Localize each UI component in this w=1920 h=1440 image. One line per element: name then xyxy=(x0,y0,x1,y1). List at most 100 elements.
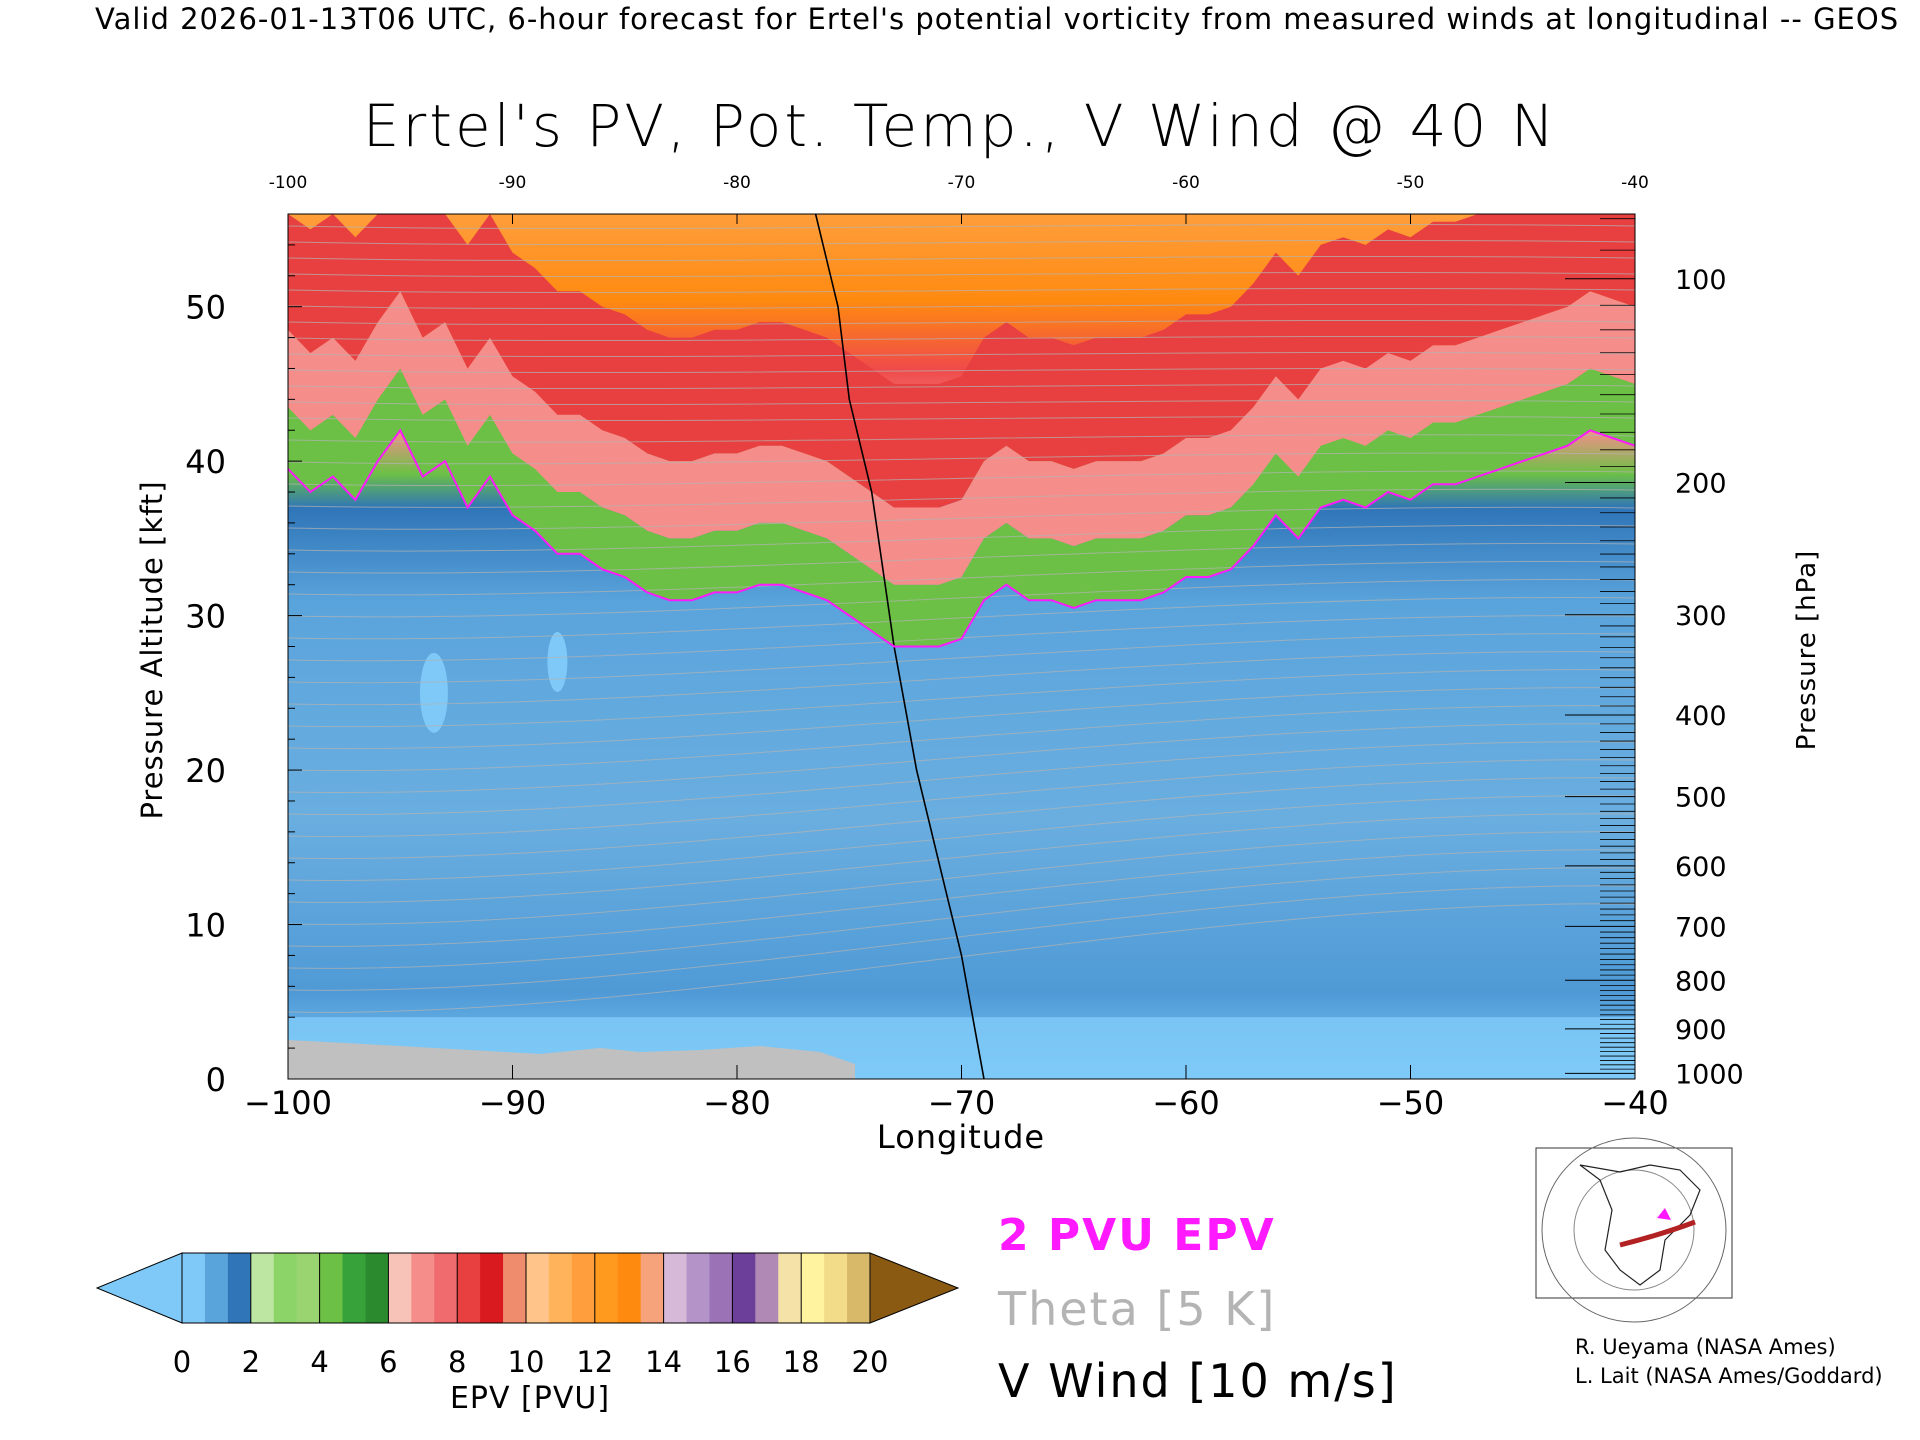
terrain xyxy=(288,1040,855,1079)
pressure-tick-label: 300 xyxy=(1675,601,1727,632)
theta-line xyxy=(288,351,1635,358)
pressure-tick-label: 700 xyxy=(1675,912,1727,943)
theta-line xyxy=(288,271,1635,278)
colorbar-swatch xyxy=(663,1253,688,1323)
credit-line-1: R. Ueyama (NASA Ames) xyxy=(1575,1335,1836,1359)
top-tick-label: -100 xyxy=(269,173,308,193)
colorbar-tick-label: 18 xyxy=(783,1345,820,1379)
colorbar-under-arrow xyxy=(95,1252,183,1324)
colorbar-swatch xyxy=(273,1253,298,1323)
theta-line xyxy=(288,223,1635,230)
colorbar-over-arrow xyxy=(869,1252,960,1324)
theta-line xyxy=(288,383,1635,390)
theta-line xyxy=(288,903,1635,1013)
theta-line xyxy=(288,669,1635,728)
colorbar-label: EPV [PVU] xyxy=(450,1381,610,1416)
theta-line xyxy=(288,777,1635,859)
theta-line xyxy=(288,524,1635,552)
x-tick-label: −60 xyxy=(1152,1084,1220,1122)
colorbar-tick-label: 20 xyxy=(852,1345,889,1379)
epv-red-band xyxy=(288,214,1635,508)
colorbar-swatch xyxy=(296,1253,321,1323)
colorbar-swatch xyxy=(732,1253,756,1323)
y-tick-label: 50 xyxy=(185,289,226,327)
x-axis-label: Longitude xyxy=(877,1118,1045,1156)
map-coastline xyxy=(1579,1164,1701,1286)
theta-line xyxy=(288,415,1635,422)
x-tick-label: −50 xyxy=(1377,1084,1445,1122)
y-tick-label: 10 xyxy=(185,907,226,945)
y-axis-label-left: Pressure Altitude [kft] xyxy=(135,480,169,819)
epv-low-patch xyxy=(547,631,568,692)
colorbar-tick-label: 0 xyxy=(173,1345,191,1379)
top-tick-label: -60 xyxy=(1172,173,1200,193)
theta-line xyxy=(288,813,1635,903)
pressure-tick-label: 1000 xyxy=(1675,1059,1744,1090)
x-tick-label: −90 xyxy=(479,1084,547,1122)
colorbar-swatch xyxy=(204,1253,229,1323)
pressure-tick-label: 500 xyxy=(1675,783,1727,814)
pressure-tick-label: 900 xyxy=(1675,1015,1727,1046)
theta-line xyxy=(288,239,1635,246)
theta-line xyxy=(288,831,1635,925)
theta-line xyxy=(288,434,1635,443)
colorbar-swatch xyxy=(182,1253,206,1323)
colorbar-tick-label: 12 xyxy=(576,1345,613,1379)
theta-line xyxy=(288,452,1635,465)
theta-line xyxy=(288,319,1635,326)
top-tick-label: -80 xyxy=(723,173,751,193)
colorbar-swatch xyxy=(801,1253,825,1323)
theta-line xyxy=(288,651,1635,706)
y-tick-label: 40 xyxy=(185,443,226,481)
colorbar-swatch xyxy=(365,1253,389,1323)
vwind-zero-contour xyxy=(814,214,985,1079)
colorbar-tick-label: 10 xyxy=(508,1345,545,1379)
header-title: Valid 2026-01-13T06 UTC, 6-hour forecast… xyxy=(95,2,1900,36)
location-map xyxy=(1535,1137,1733,1323)
y-tick-label: 20 xyxy=(185,752,226,790)
colorbar-frame xyxy=(181,1252,871,1324)
epv-field xyxy=(288,214,1635,1079)
theta-line xyxy=(288,705,1635,772)
theta-line xyxy=(288,287,1635,294)
y-tick-label: 0 xyxy=(206,1061,226,1099)
x-tick-label: −80 xyxy=(703,1084,771,1122)
colorbar-swatch xyxy=(686,1253,711,1323)
theta-contours xyxy=(288,223,1635,1013)
pressure-tick-label: 600 xyxy=(1675,852,1727,883)
colorbar-swatch xyxy=(503,1253,527,1323)
pressure-tick-label: 100 xyxy=(1675,265,1727,296)
plot-title: Ertel's PV, Pot. Temp., V Wind @ 40 N xyxy=(362,92,1558,160)
theta-line xyxy=(288,506,1635,530)
colorbar-swatch xyxy=(250,1253,275,1323)
colorbar-swatch xyxy=(640,1253,665,1323)
y-tick-label: 30 xyxy=(185,598,226,636)
theta-line xyxy=(288,597,1635,640)
colorbar-swatch xyxy=(571,1253,596,1323)
legend-epv-2pvu: 2 PVU EPV xyxy=(998,1210,1276,1261)
top-tick-label: -50 xyxy=(1397,173,1425,193)
top-tick-label: -90 xyxy=(499,173,527,193)
theta-line xyxy=(288,367,1635,374)
colorbar-swatch xyxy=(342,1253,367,1323)
theta-line xyxy=(288,470,1635,487)
colorbar-swatch xyxy=(778,1253,802,1323)
axes: −100 −90 −80 −70 −60 −50 −40 -100 -90 -80 -70 -60 -5… xyxy=(185,173,1743,1122)
theta-line xyxy=(288,687,1635,750)
map-frame xyxy=(1535,1147,1733,1299)
theta-line xyxy=(288,849,1635,947)
epv-pink-band xyxy=(288,291,1635,585)
colorbar-tick-label: 6 xyxy=(379,1345,397,1379)
theta-line xyxy=(288,578,1635,618)
theta-line xyxy=(288,885,1635,991)
pressure-tick-label: 400 xyxy=(1675,701,1727,732)
legend-theta: Theta [5 K] xyxy=(998,1282,1277,1336)
map-latitude-ring-inner xyxy=(1573,1169,1695,1291)
credit-line-2: L. Lait (NASA Ames/Goddard) xyxy=(1575,1364,1883,1388)
map-latitude-ring xyxy=(1541,1137,1727,1323)
colorbar-swatch xyxy=(227,1253,252,1323)
colorbar-swatch xyxy=(824,1253,848,1323)
theta-line xyxy=(288,633,1635,684)
x-tick-label: −40 xyxy=(1601,1084,1669,1122)
pressure-tick-label: 800 xyxy=(1675,966,1727,997)
